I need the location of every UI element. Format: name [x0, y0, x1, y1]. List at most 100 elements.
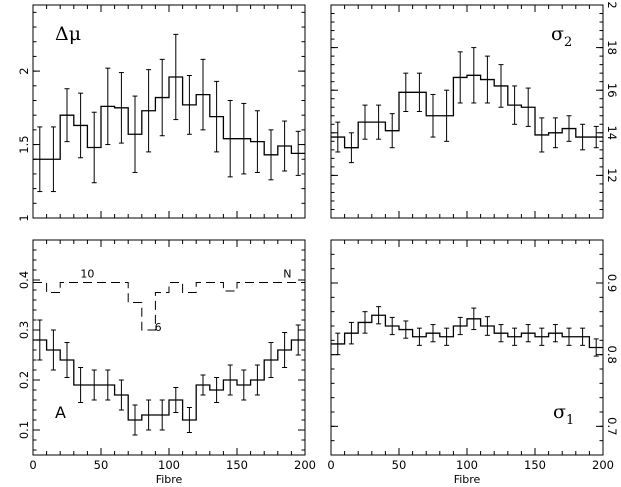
y-tick-label: 0.7: [605, 417, 619, 435]
error-bar: [241, 102, 247, 175]
error-bar: [295, 130, 301, 176]
error-bar: [471, 47, 477, 104]
error-bar: [593, 338, 599, 357]
count-annotation: 10: [80, 268, 94, 281]
panel-top-left: 1 1.5 2 Δμ: [17, 4, 306, 222]
y-tick-label: 2: [17, 67, 31, 74]
panel-bottom-right: 0 50 100 150 200 Fibre 0.7 0.8 0.9 σ1: [327, 239, 619, 486]
error-bar: [254, 364, 260, 396]
error-bar: [282, 332, 288, 368]
error-bar: [471, 307, 477, 331]
error-bar: [389, 316, 395, 336]
error-bar: [282, 120, 288, 172]
series-step-line: [33, 76, 305, 160]
error-bar: [512, 327, 518, 346]
x-axis-label: Fibre: [156, 473, 183, 486]
plot-frame: [32, 239, 306, 456]
count-annotation: N: [283, 268, 291, 281]
error-bar: [173, 33, 179, 121]
error-bar: [348, 321, 354, 345]
error-bar: [457, 316, 463, 336]
x-tick-label: 150: [226, 458, 248, 472]
error-bar: [37, 126, 43, 193]
error-bar: [214, 80, 220, 153]
error-bar: [200, 374, 206, 396]
error-bar: [362, 104, 368, 140]
x-tick-label: 200: [294, 458, 316, 472]
y-tick-label: 14: [605, 125, 619, 140]
y-tick-label: 1.5: [17, 135, 31, 153]
series-step-line: [331, 314, 603, 349]
error-bar: [525, 87, 531, 127]
y-tick-label: 0.4: [17, 271, 31, 289]
error-bar: [146, 69, 152, 153]
error-bar: [214, 377, 220, 403]
y-tick-label: 0.9: [605, 274, 619, 292]
error-bar: [159, 58, 165, 137]
error-bar: [566, 327, 572, 346]
error-bar: [268, 129, 274, 181]
error-bar: [78, 92, 84, 159]
error-bar: [227, 99, 233, 178]
panel-label: A: [55, 403, 66, 422]
series-step-line: [33, 339, 305, 421]
panel-label-symbol: σ: [553, 401, 566, 423]
panel-bottom-left: 0 50 100 150 200 Fibre 0.1 0.2 0.3 0.4 10 6 N A: [17, 239, 316, 486]
error-bar: [430, 93, 436, 138]
x-tick-label: 100: [158, 458, 180, 472]
y-tick-label: 0.1: [17, 421, 31, 439]
error-bar: [335, 332, 341, 356]
error-bar: [105, 67, 111, 146]
error-bar: [64, 88, 70, 143]
error-bar: [50, 126, 56, 193]
panel-label-symbol: σ: [551, 23, 564, 45]
error-bar: [484, 316, 490, 336]
error-bar: [186, 75, 192, 135]
error-bar: [37, 319, 43, 361]
y-tick-label: 0.8: [605, 346, 619, 364]
y-tick-label: 16: [605, 83, 619, 98]
error-bar: [539, 327, 545, 346]
error-bar: [525, 324, 531, 343]
error-bar: [416, 72, 422, 112]
error-bar: [552, 117, 558, 149]
y-tick-label: 18: [605, 40, 619, 55]
error-bar: [457, 51, 463, 104]
x-tick-label: 100: [456, 458, 478, 472]
series-step-line: [331, 74, 603, 149]
error-bar: [132, 95, 138, 173]
panel-label-subscript: 2: [564, 35, 572, 50]
x-tick-label: 50: [94, 458, 109, 472]
error-bar: [498, 64, 504, 108]
error-bar: [376, 104, 382, 140]
error-bar: [146, 399, 152, 431]
x-tick-label: 150: [524, 458, 546, 472]
panel-label-subscript: 1: [566, 413, 574, 428]
error-bar: [430, 324, 436, 343]
error-bar: [241, 369, 247, 401]
error-bar: [566, 115, 572, 142]
error-bar: [118, 72, 124, 144]
error-bar: [403, 320, 409, 339]
error-bar: [159, 399, 165, 431]
error-bar: [186, 407, 192, 433]
error-bar: [105, 369, 111, 401]
error-bar: [362, 311, 368, 334]
error-bar: [295, 324, 301, 356]
error-bar: [200, 58, 206, 131]
error-bar: [580, 123, 586, 151]
error-bar: [593, 125, 599, 149]
error-bar: [444, 327, 450, 346]
error-bar: [335, 121, 341, 153]
error-bar: [227, 364, 233, 396]
x-tick-label: 0: [29, 458, 36, 472]
error-bar: [64, 342, 70, 378]
error-bar: [539, 117, 545, 153]
panel-label: Δμ: [55, 23, 81, 45]
error-bar: [498, 324, 504, 343]
y-tick-label: 2: [605, 1, 619, 8]
x-tick-label: 50: [392, 458, 407, 472]
error-bar: [91, 369, 97, 401]
x-tick-label: 200: [592, 458, 614, 472]
